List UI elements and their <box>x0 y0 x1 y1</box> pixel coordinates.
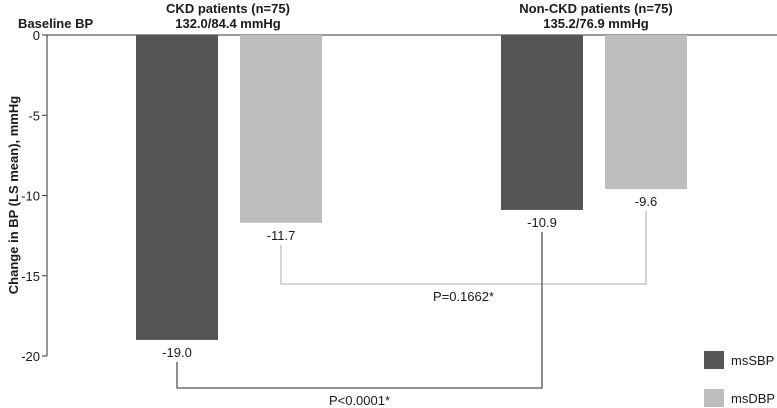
bar-msDBP-0 <box>240 35 322 223</box>
y-tick-label: -15 <box>21 269 40 284</box>
p-value-label: P=0.1662* <box>433 289 494 304</box>
p-value-label: P<0.0001* <box>329 393 390 408</box>
bar-msDBP-1 <box>605 35 687 190</box>
bar-value-label: -19.0 <box>162 345 192 360</box>
bar-value-label: -11.7 <box>267 228 296 243</box>
y-tick-label: -5 <box>28 108 40 123</box>
group-title-ckd: CKD patients (n=75) <box>166 1 290 16</box>
comparison-bracket-msSBP <box>176 231 543 389</box>
legend-label-msDBP: msDBP <box>731 391 775 406</box>
group-subtitle-nonckd: 135.2/76.9 mmHg <box>543 16 649 31</box>
y-tick-label: 0 <box>33 28 40 43</box>
group-subtitle-ckd: 132.0/84.4 mmHg <box>175 16 281 31</box>
baseline-label: Baseline BP <box>18 16 93 31</box>
legend: msSBP msDBP <box>704 351 775 407</box>
y-ticks: 0 -5 -10 -15 -20 <box>21 28 47 364</box>
y-tick-label: -20 <box>21 349 40 364</box>
comparison-brackets: P=0.1662* P<0.0001* <box>176 211 647 408</box>
y-axis-label: Change in BP (LS mean), mmHg <box>6 96 21 294</box>
legend-swatch-msDBP <box>704 389 724 407</box>
bar-msSBP-0 <box>136 35 218 340</box>
bar-value-label: -9.6 <box>635 194 657 209</box>
group-title-nonckd: Non-CKD patients (n=75) <box>519 1 672 16</box>
bar-value-label: -10.9 <box>527 215 557 230</box>
comparison-bracket-msDBP <box>280 211 647 285</box>
legend-swatch-msSBP <box>704 351 724 369</box>
bars: -19.0 -10.9 -11.7 -9.6 <box>136 35 687 360</box>
legend-label-msSBP: msSBP <box>731 353 774 368</box>
y-tick-label: -10 <box>21 189 40 204</box>
bar-msSBP-1 <box>501 35 583 210</box>
